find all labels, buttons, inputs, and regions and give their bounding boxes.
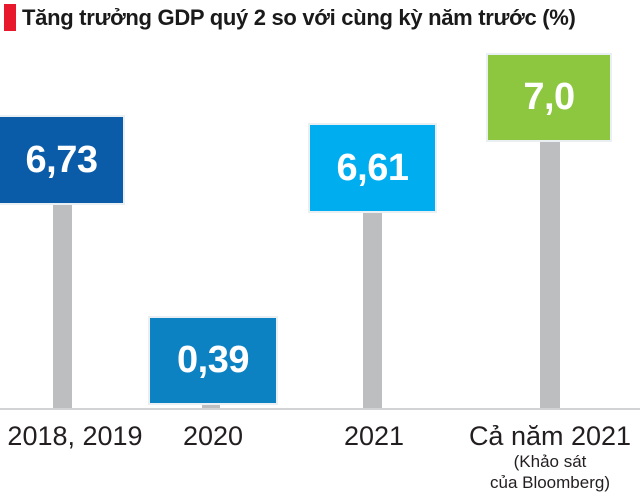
value-label: 7,0 <box>523 76 575 118</box>
survey-note-line: của Bloomberg) <box>489 473 610 492</box>
survey-note: (Khảo sát của Bloomberg) <box>460 451 640 493</box>
value-label: 6,61 <box>336 146 409 189</box>
title-accent-bar <box>4 4 16 31</box>
lollipop-stick <box>363 211 382 408</box>
value-label: 0,39 <box>177 339 249 381</box>
chart-title: Tăng trưởng GDP quý 2 so với cùng kỳ năm… <box>22 5 576 30</box>
lollipop-stick <box>202 403 220 408</box>
baseline-axis <box>0 408 640 410</box>
value-label: 6,73 <box>25 138 98 181</box>
axis-label-full-year-2021: Cả năm 2021 <box>468 421 632 451</box>
lollipop-stick <box>53 203 72 408</box>
lollipop-stick <box>540 140 560 408</box>
value-box: 7,0 <box>488 55 610 140</box>
value-box: 6,61 <box>310 125 435 211</box>
axis-label-2018-2019: 2018, 2019 <box>7 421 143 451</box>
axis-label-2020: 2020 <box>182 421 244 451</box>
survey-note-line: (Khảo sát <box>513 452 587 471</box>
value-box: 6,73 <box>0 117 123 203</box>
chart-header: Tăng trưởng GDP quý 2 so với cùng kỳ năm… <box>4 4 576 31</box>
axis-label-2021: 2021 <box>343 421 405 451</box>
value-box: 0,39 <box>150 318 276 403</box>
